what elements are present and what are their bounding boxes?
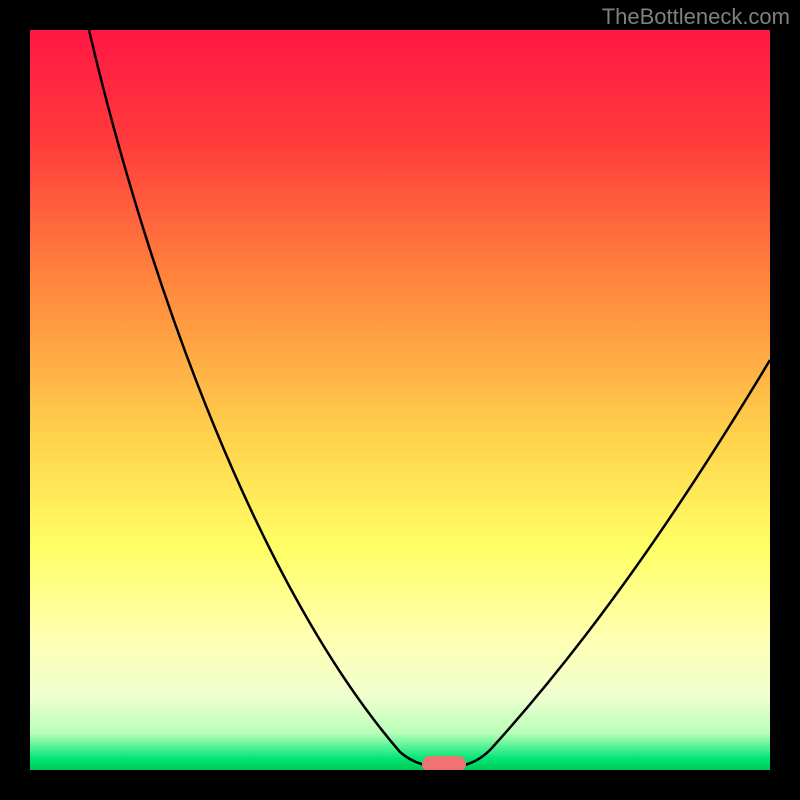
chart-svg bbox=[30, 30, 770, 770]
watermark-text: TheBottleneck.com bbox=[602, 4, 790, 30]
plot-area bbox=[30, 30, 770, 770]
gradient-background bbox=[30, 30, 770, 770]
optimal-marker bbox=[422, 756, 466, 770]
chart-container: TheBottleneck.com bbox=[0, 0, 800, 800]
